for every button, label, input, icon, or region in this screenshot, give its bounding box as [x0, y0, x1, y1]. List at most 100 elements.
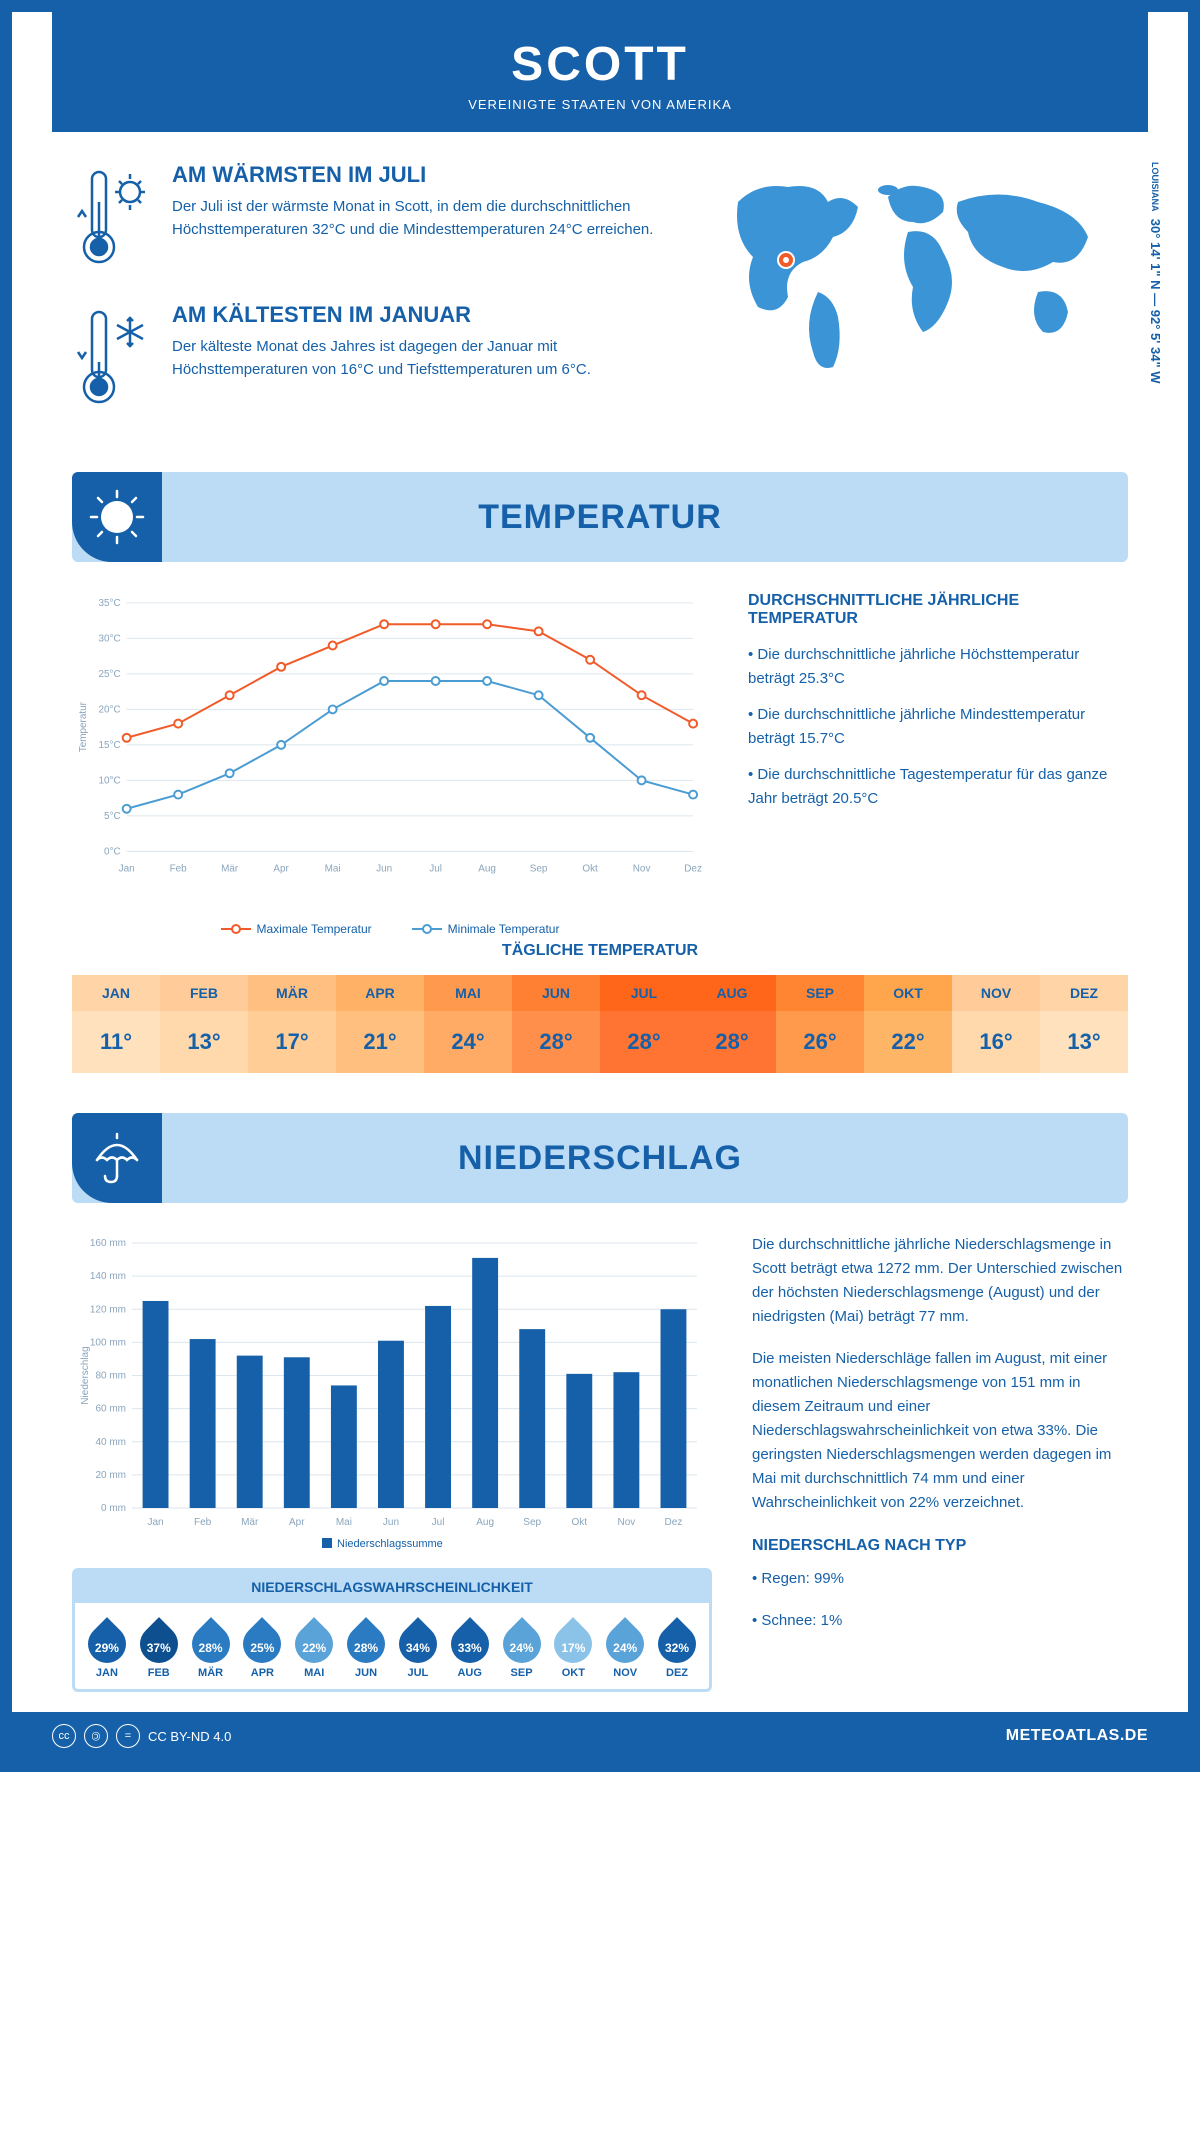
coldest-title: AM KÄLTESTEN IM JANUAR: [172, 302, 668, 328]
daily-cell: JUN 28°: [512, 975, 600, 1073]
svg-text:Niederschlag: Niederschlag: [80, 1346, 91, 1404]
svg-text:Jul: Jul: [429, 863, 442, 874]
svg-text:Sep: Sep: [530, 863, 548, 874]
daily-cell: AUG 28°: [688, 975, 776, 1073]
svg-text:Mai: Mai: [336, 1517, 352, 1528]
svg-text:Jan: Jan: [147, 1517, 163, 1528]
daily-temp-table: JAN 11° FEB 13° MÄR 17° APR 21° MAI 24° …: [72, 975, 1128, 1073]
svg-text:Feb: Feb: [194, 1517, 212, 1528]
prob-cell: 33% AUG: [444, 1615, 496, 1679]
prob-cell: 28% MÄR: [185, 1615, 237, 1679]
daily-cell: SEP 26°: [776, 975, 864, 1073]
page: SCOTT VEREINIGTE STAATEN VON AMERIKA: [0, 0, 1200, 1772]
svg-text:120 mm: 120 mm: [90, 1304, 126, 1315]
daily-cell: JAN 11°: [72, 975, 160, 1073]
svg-text:25°C: 25°C: [99, 669, 121, 680]
sun-icon: [87, 487, 147, 547]
svg-text:40 mm: 40 mm: [95, 1437, 126, 1448]
prob-cell: 29% JAN: [81, 1615, 133, 1679]
svg-text:30°C: 30°C: [99, 633, 121, 644]
city-title: SCOTT: [52, 37, 1148, 92]
daily-cell: MAI 24°: [424, 975, 512, 1073]
coldest-text: Der kälteste Monat des Jahres ist dagege…: [172, 336, 668, 381]
svg-text:Dez: Dez: [684, 863, 702, 874]
svg-text:Nov: Nov: [633, 863, 651, 874]
svg-text:Mär: Mär: [221, 863, 239, 874]
daily-cell: FEB 13°: [160, 975, 248, 1073]
content: AM WÄRMSTEN IM JULI Der Juli ist der wär…: [12, 132, 1188, 1692]
warmest-text: Der Juli ist der wärmste Monat in Scott,…: [172, 196, 668, 241]
daily-cell: JUL 28°: [600, 975, 688, 1073]
prob-cell: 17% OKT: [547, 1615, 599, 1679]
svg-text:15°C: 15°C: [99, 740, 121, 751]
precipitation-heading: NIEDERSCHLAG: [162, 1139, 1128, 1178]
svg-text:5°C: 5°C: [104, 811, 121, 822]
umbrella-icon: [87, 1128, 147, 1188]
temperature-heading: TEMPERATUR: [162, 498, 1128, 537]
world-map-icon: [708, 162, 1128, 382]
svg-text:Jun: Jun: [376, 863, 392, 874]
svg-text:Feb: Feb: [170, 863, 188, 874]
prob-cell: 24% NOV: [599, 1615, 651, 1679]
daily-temp-heading: TÄGLICHE TEMPERATUR: [72, 942, 1128, 960]
prob-cell: 32% DEZ: [651, 1615, 703, 1679]
svg-text:Okt: Okt: [572, 1517, 588, 1528]
daily-cell: NOV 16°: [952, 975, 1040, 1073]
site-name: METEOATLAS.DE: [1006, 1727, 1148, 1745]
country-subtitle: VEREINIGTE STAATEN VON AMERIKA: [52, 97, 1148, 112]
prob-cell: 22% MAI: [288, 1615, 340, 1679]
svg-text:Apr: Apr: [289, 1517, 305, 1528]
svg-text:20 mm: 20 mm: [95, 1470, 126, 1481]
daily-cell: APR 21°: [336, 975, 424, 1073]
precipitation-chart: 0 mm 20 mm 40 mm 60 mm 80 mm 100 mm 120 mm 140 …: [72, 1233, 712, 1553]
svg-text:Jul: Jul: [432, 1517, 445, 1528]
by-icon: 🄯: [84, 1724, 108, 1748]
prob-cell: 24% SEP: [496, 1615, 548, 1679]
svg-text:Temperatur: Temperatur: [78, 701, 89, 752]
svg-text:60 mm: 60 mm: [95, 1404, 126, 1415]
svg-text:80 mm: 80 mm: [95, 1371, 126, 1382]
prob-cell: 34% JUL: [392, 1615, 444, 1679]
svg-text:Jan: Jan: [119, 863, 135, 874]
svg-text:Dez: Dez: [665, 1517, 683, 1528]
warmest-title: AM WÄRMSTEN IM JULI: [172, 162, 668, 188]
temperature-section-header: TEMPERATUR: [72, 472, 1128, 562]
precipitation-text: Die durchschnittliche jährliche Niedersc…: [752, 1233, 1128, 1692]
map-column: LOUISIANA 30° 14' 1" N — 92° 5' 34" W: [708, 162, 1128, 442]
prob-cell: 37% FEB: [133, 1615, 185, 1679]
temperature-chart: 0°C 5°C 10°C 15°C 20°C 25°C 30°C 35°C Jan Feb Mär A…: [72, 592, 708, 912]
cc-icon: cc: [52, 1724, 76, 1748]
svg-text:20°C: 20°C: [99, 704, 121, 715]
svg-text:160 mm: 160 mm: [90, 1238, 126, 1249]
temperature-info: DURCHSCHNITTLICHE JÄHRLICHE TEMPERATUR •…: [748, 592, 1128, 912]
prob-cell: 28% JUN: [340, 1615, 392, 1679]
svg-text:Okt: Okt: [582, 863, 598, 874]
svg-text:Niederschlagssumme: Niederschlagssumme: [337, 1538, 443, 1550]
svg-text:Nov: Nov: [617, 1517, 635, 1528]
svg-text:Sep: Sep: [523, 1517, 541, 1528]
svg-text:140 mm: 140 mm: [90, 1271, 126, 1282]
prob-cell: 25% APR: [236, 1615, 288, 1679]
precipitation-section-header: NIEDERSCHLAG: [72, 1113, 1128, 1203]
svg-text:10°C: 10°C: [99, 775, 121, 786]
svg-text:0°C: 0°C: [104, 846, 121, 857]
daily-cell: OKT 22°: [864, 975, 952, 1073]
nd-icon: =: [116, 1724, 140, 1748]
warmest-block: AM WÄRMSTEN IM JULI Der Juli ist der wär…: [72, 162, 668, 277]
coordinates: LOUISIANA 30° 14' 1" N — 92° 5' 34" W: [1148, 162, 1163, 384]
top-row: AM WÄRMSTEN IM JULI Der Juli ist der wär…: [72, 162, 1128, 442]
svg-text:100 mm: 100 mm: [90, 1337, 126, 1348]
svg-text:0 mm: 0 mm: [101, 1503, 126, 1514]
svg-text:Aug: Aug: [478, 863, 496, 874]
svg-text:Aug: Aug: [476, 1517, 494, 1528]
coldest-block: AM KÄLTESTEN IM JANUAR Der kälteste Mona…: [72, 302, 668, 417]
license-text: CC BY-ND 4.0: [148, 1729, 231, 1744]
temp-legend: Maximale Temperatur Minimale Temperatur: [72, 922, 708, 936]
thermometer-cold-icon: [72, 302, 152, 412]
svg-text:35°C: 35°C: [99, 598, 121, 609]
svg-text:Jun: Jun: [383, 1517, 399, 1528]
svg-text:Mär: Mär: [241, 1517, 259, 1528]
footer: cc 🄯 = CC BY-ND 4.0 METEOATLAS.DE: [12, 1712, 1188, 1760]
thermometer-hot-icon: [72, 162, 152, 272]
daily-cell: MÄR 17°: [248, 975, 336, 1073]
